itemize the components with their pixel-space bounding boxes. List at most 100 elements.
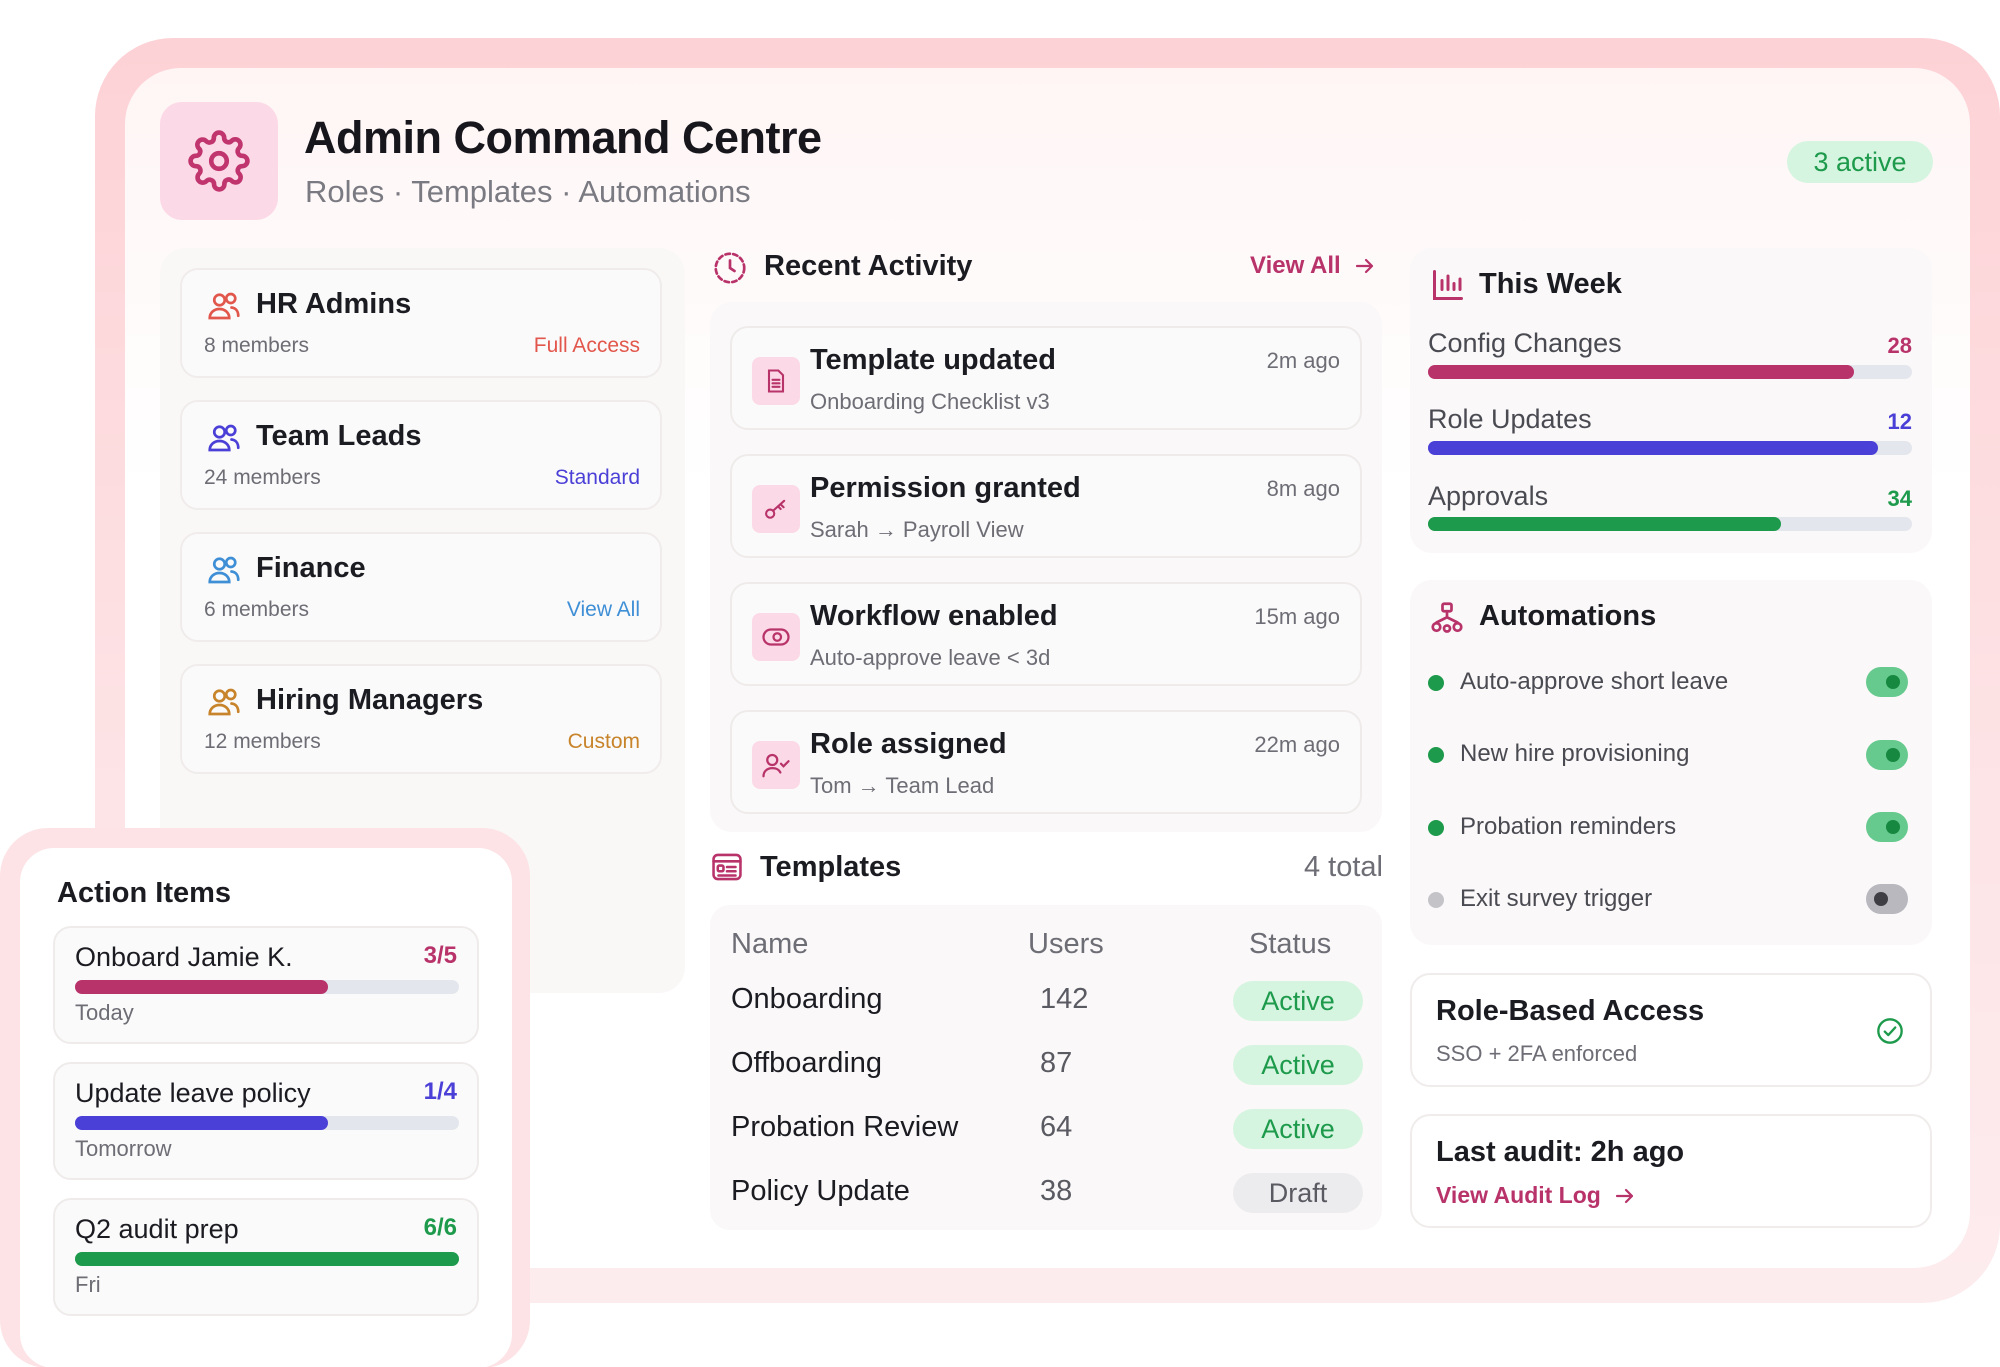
metric-bar-track xyxy=(1428,517,1912,531)
role-based-access-card[interactable]: Role-Based Access SSO + 2FA enforced xyxy=(1410,973,1932,1087)
action-item-progress: 3/5 xyxy=(423,942,457,969)
activity-title: Template updated xyxy=(810,344,1056,376)
role-name: Hiring Managers xyxy=(256,684,484,716)
role-card-finance[interactable]: Finance 6 members View All xyxy=(180,532,662,642)
role-card-hiring-managers[interactable]: Hiring Managers 12 members Custom xyxy=(180,664,662,774)
users-icon xyxy=(208,688,240,716)
column-header-name[interactable]: Name xyxy=(731,928,809,960)
toggle-knob xyxy=(1886,748,1900,762)
action-item[interactable]: Onboard Jamie K. 3/5 Today xyxy=(53,926,479,1044)
activity-item[interactable]: Template updated Onboarding Checklist v3… xyxy=(730,326,1362,430)
activity-item[interactable]: Role assigned Tom → Team Lead 22m ago xyxy=(730,710,1362,814)
metric-value: 12 xyxy=(1887,409,1912,434)
role-members: 8 members xyxy=(204,334,310,357)
action-item-due: Fri xyxy=(75,1272,101,1297)
activity-detail: Onboarding Checklist v3 xyxy=(810,389,1050,414)
activity-item[interactable]: Permission granted Sarah → Payroll View … xyxy=(730,454,1362,558)
page-title: Admin Command Centre xyxy=(304,112,822,163)
metric-label: Approvals xyxy=(1428,481,1549,511)
activity-time: 15m ago xyxy=(1254,604,1340,629)
activity-item[interactable]: Workflow enabled Auto-approve leave < 3d… xyxy=(730,582,1362,686)
action-item-progress: 6/6 xyxy=(423,1214,457,1241)
metric-value: 34 xyxy=(1887,486,1912,511)
progress-track xyxy=(75,980,459,994)
automation-toggle[interactable] xyxy=(1866,740,1908,770)
metric-bar-fill xyxy=(1428,441,1879,455)
status-dot xyxy=(1428,892,1444,908)
action-item-name: Update leave policy xyxy=(75,1078,311,1108)
template-users: 87 xyxy=(1040,1047,1073,1079)
this-week-title: This Week xyxy=(1479,268,1622,300)
status-dot xyxy=(1428,747,1444,763)
toggle-icon xyxy=(752,613,800,661)
automations-panel xyxy=(1410,580,1932,945)
view-audit-log-link[interactable]: View Audit Log xyxy=(1436,1182,1637,1209)
action-item[interactable]: Q2 audit prep 6/6 Fri xyxy=(53,1198,479,1316)
status-badge: Active xyxy=(1233,981,1363,1021)
role-card-hr-admins[interactable]: HR Admins 8 members Full Access xyxy=(180,268,662,378)
arrow-right-icon xyxy=(1615,1188,1633,1203)
active-count-badge: 3 active xyxy=(1787,141,1933,183)
user-check-icon xyxy=(752,741,800,789)
templates-total: 4 total xyxy=(1304,851,1383,883)
progress-fill xyxy=(75,1252,459,1266)
automation-label: New hire provisioning xyxy=(1460,740,1690,767)
template-users: 142 xyxy=(1040,983,1089,1015)
template-users: 38 xyxy=(1040,1175,1073,1207)
automation-label: Probation reminders xyxy=(1460,813,1677,840)
template-icon xyxy=(712,853,742,881)
activity-title: Role assigned xyxy=(810,728,1007,760)
automation-label: Auto-approve short leave xyxy=(1460,668,1729,695)
role-access-level: Full Access xyxy=(533,334,640,357)
automation-label: Exit survey trigger xyxy=(1460,885,1653,912)
action-items-title: Action Items xyxy=(57,877,232,909)
page-subtitle: Roles · Templates · Automations xyxy=(305,174,751,209)
column-header-users[interactable]: Users xyxy=(1028,928,1104,960)
arrow-right-icon xyxy=(1355,258,1373,274)
metric-bar-track xyxy=(1428,365,1912,379)
automations-title: Automations xyxy=(1479,600,1657,632)
activity-time: 22m ago xyxy=(1254,732,1340,757)
template-name[interactable]: Policy Update xyxy=(731,1175,910,1207)
users-icon xyxy=(208,292,240,320)
role-name: Finance xyxy=(256,552,366,584)
automation-toggle[interactable] xyxy=(1866,667,1908,697)
progress-fill xyxy=(75,1116,329,1130)
role-members: 12 members xyxy=(204,730,321,753)
automation-toggle[interactable] xyxy=(1866,812,1908,842)
template-users: 64 xyxy=(1040,1111,1073,1143)
metric-label: Config Changes xyxy=(1428,328,1622,358)
audit-link-label: View Audit Log xyxy=(1436,1182,1601,1208)
last-audit-title: Last audit: 2h ago xyxy=(1436,1136,1685,1168)
workflow-icon xyxy=(1431,602,1463,633)
toggle-knob xyxy=(1874,892,1888,906)
action-item[interactable]: Update leave policy 1/4 Tomorrow xyxy=(53,1062,479,1180)
view-all-activity-link[interactable]: View All xyxy=(1250,252,1377,280)
bar-chart-icon xyxy=(1433,270,1463,300)
clock-icon xyxy=(714,252,746,284)
status-badge: Active xyxy=(1233,1045,1363,1085)
progress-track xyxy=(75,1116,459,1130)
role-members: 6 members xyxy=(204,598,310,621)
activity-detail: Auto-approve leave < 3d xyxy=(810,645,1051,670)
role-name: Team Leads xyxy=(256,420,422,452)
automation-toggle[interactable] xyxy=(1866,884,1908,914)
template-name[interactable]: Probation Review xyxy=(731,1111,959,1143)
role-members: 24 members xyxy=(204,466,321,489)
role-access-level: View All xyxy=(566,598,640,621)
action-item-name: Onboard Jamie K. xyxy=(75,942,293,972)
column-header-status[interactable]: Status xyxy=(1249,928,1332,960)
gear-icon[interactable] xyxy=(160,102,278,220)
toggle-knob xyxy=(1886,820,1900,834)
status-badge: Draft xyxy=(1233,1173,1363,1213)
role-card-team-leads[interactable]: Team Leads 24 members Standard xyxy=(180,400,662,510)
this-week-panel xyxy=(1410,248,1932,553)
template-name[interactable]: Onboarding xyxy=(731,983,883,1015)
last-audit-card: Last audit: 2h ago View Audit Log xyxy=(1410,1114,1932,1228)
document-icon xyxy=(752,357,800,405)
status-badge: Active xyxy=(1233,1109,1363,1149)
template-name[interactable]: Offboarding xyxy=(731,1047,883,1079)
action-item-name: Q2 audit prep xyxy=(75,1214,239,1244)
status-dot xyxy=(1428,820,1444,836)
metric-bar-track xyxy=(1428,441,1912,455)
